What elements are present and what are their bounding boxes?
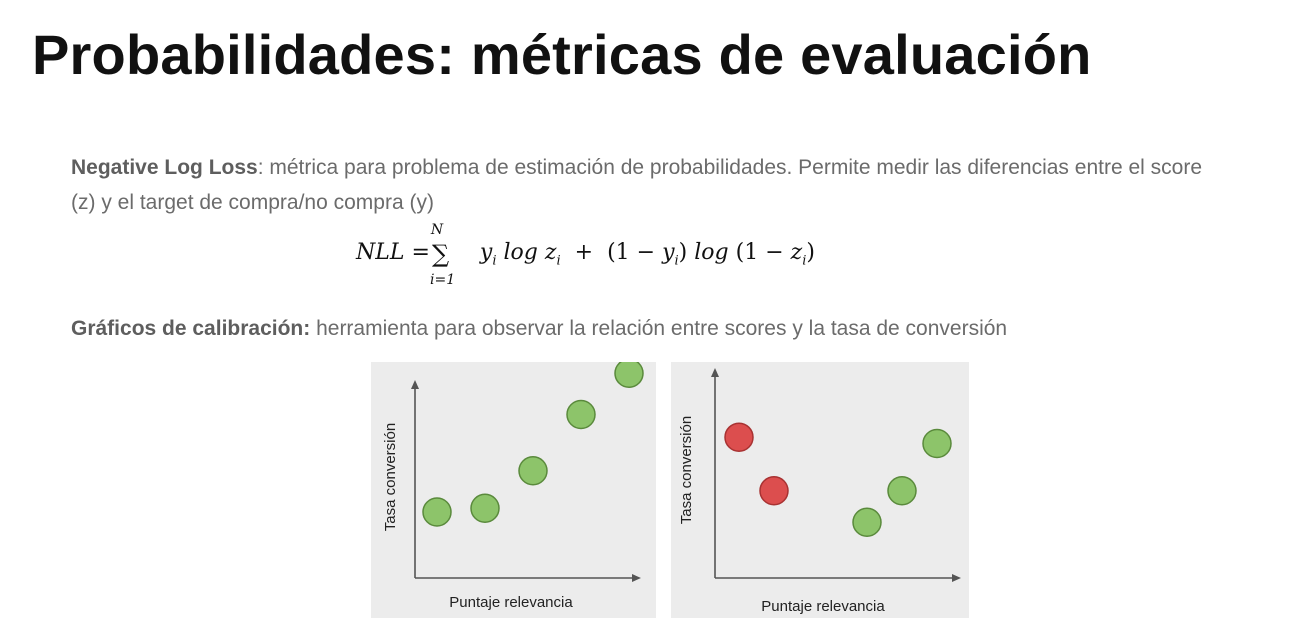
y-axis-label: Tasa conversión — [382, 423, 399, 531]
x-axis-label: Puntaje relevancia — [761, 598, 885, 615]
slide-title: Probabilidades: métricas de evaluación — [32, 23, 1092, 86]
x-axis-arrow-icon — [632, 574, 641, 582]
nll-paragraph: Negative Log Loss: métrica para problema… — [71, 150, 1211, 220]
data-point-good — [518, 456, 548, 486]
nll-heading: Negative Log Loss — [71, 156, 258, 179]
formula-body: NLL = yi log zi + (1 − yi) log (1 − zi) — [356, 240, 815, 269]
data-point-good — [887, 476, 917, 506]
calibration-chart-bad: Puntaje relevancia Tasa conversión — [671, 362, 969, 618]
calibration-chart-good: Puntaje relevancia Tasa conversión — [371, 362, 656, 618]
data-point-good — [470, 493, 500, 523]
y-axis-arrow-icon — [411, 380, 419, 389]
data-point-bad — [724, 422, 754, 452]
data-point-good — [422, 497, 452, 527]
data-point-good — [922, 428, 952, 459]
data-point-good — [566, 399, 596, 430]
nll-formula: N NLL = yi log zi + (1 − yi) log (1 − zi… — [356, 222, 816, 294]
calibration-text: herramienta para observar la relación en… — [310, 317, 1008, 340]
sum-lower-limit: i=1 — [430, 272, 456, 288]
y-axis-label: Tasa conversión — [678, 416, 695, 524]
data-point-good — [852, 507, 882, 537]
x-axis-arrow-icon — [952, 574, 961, 582]
chart-svg-bad: Puntaje relevancia Tasa conversión — [678, 368, 961, 615]
calibration-paragraph: Gráficos de calibración: herramienta par… — [71, 311, 1271, 346]
x-axis-label: Puntaje relevancia — [449, 594, 573, 611]
formula-lhs: NLL = — [356, 240, 430, 265]
data-point-good — [614, 362, 644, 388]
y-axis-arrow-icon — [711, 368, 719, 377]
data-point-bad — [759, 476, 789, 506]
nll-text: : métrica para problema de estimación de… — [71, 156, 1202, 214]
sum-upper-limit: N — [430, 222, 444, 238]
sigma-symbol: ∑ — [432, 240, 450, 268]
chart-svg-good: Puntaje relevancia Tasa conversión — [382, 362, 644, 611]
calibration-heading: Gráficos de calibración: — [71, 317, 311, 340]
